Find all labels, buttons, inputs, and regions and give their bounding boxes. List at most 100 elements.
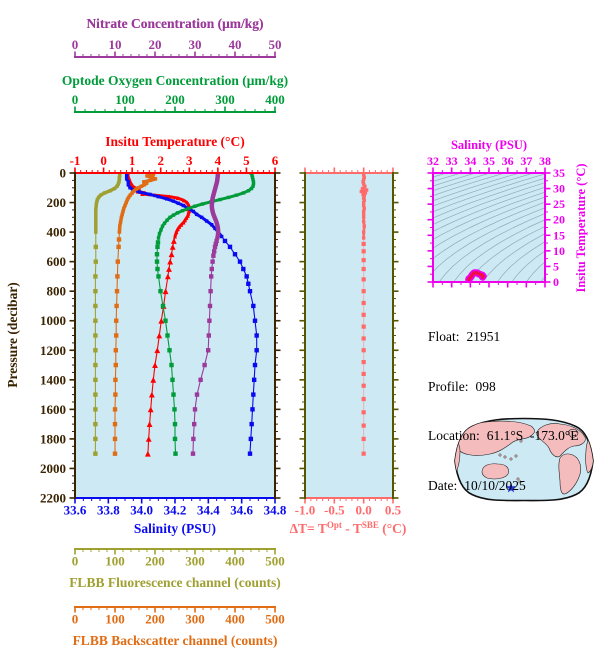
tick-label: 35 — [483, 154, 495, 168]
salinity-marker — [126, 180, 131, 184]
delta-t-marker — [361, 312, 366, 317]
delta-t-marker — [361, 266, 366, 272]
date-label: Date: — [428, 477, 458, 493]
tick-label: 1800 — [40, 431, 66, 446]
backscatter-marker — [153, 177, 158, 181]
tick-label: 15 — [553, 228, 565, 242]
tick-label: 100 — [115, 92, 135, 107]
backscatter-marker — [148, 178, 152, 183]
delta-t-marker — [361, 177, 366, 182]
isopycnal-contour — [496, 241, 545, 282]
ts-layer — [433, 173, 545, 282]
oxygen-axis: 0 100 200 300 400 — [72, 92, 285, 113]
oxygen-marker — [251, 177, 255, 182]
isopycnal-contour — [525, 261, 545, 282]
backscatter-marker — [142, 183, 146, 187]
oxygen-marker — [154, 259, 160, 264]
oxygen-marker — [168, 215, 172, 220]
salinity-marker — [249, 421, 254, 427]
nitrate-marker — [216, 230, 220, 234]
float-info-row: Float: 21951 — [428, 329, 579, 346]
delta-frame-left — [299, 172, 306, 499]
backscatter-marker — [112, 421, 118, 427]
delta-t-marker — [361, 371, 366, 377]
isopycnal-contour — [433, 182, 545, 225]
salinity-marker — [247, 288, 253, 294]
oxygen-marker — [171, 392, 176, 397]
fluorescence-marker — [95, 197, 100, 202]
tick-label: 400 — [225, 612, 245, 627]
delta-t-marker — [361, 182, 366, 186]
nitrate-marker — [216, 233, 220, 237]
temperature-marker — [185, 200, 189, 205]
temperature-marker — [185, 213, 190, 218]
oxygen-marker — [180, 208, 185, 213]
tick-label: 33 — [446, 154, 458, 168]
tick-label: 300 — [185, 554, 205, 569]
temperature-marker — [147, 406, 154, 413]
oxygen-marker — [172, 407, 177, 412]
fluorescence-marker — [93, 244, 98, 250]
nitrate-marker — [209, 266, 214, 272]
temperature-marker — [175, 227, 180, 232]
tick-label: 30 — [553, 182, 565, 196]
backscatter-marker — [112, 436, 118, 442]
nitrate-marker — [213, 186, 218, 190]
tick-label: -1.0 — [295, 503, 316, 518]
oxygen-marker — [251, 180, 256, 184]
oxygen-marker — [154, 252, 160, 257]
nitrate-marker — [210, 197, 215, 202]
profile-label: Profile: — [428, 378, 469, 394]
tick-label: 100 — [105, 554, 125, 569]
oxygen-marker — [165, 333, 170, 338]
salinity-marker — [164, 197, 169, 201]
oxygen-marker — [159, 228, 163, 232]
tick-label: 34.2 — [164, 503, 187, 518]
tick-label: 0 — [72, 612, 79, 627]
map-island — [503, 455, 507, 459]
backscatter-marker — [115, 259, 120, 264]
salinity-marker — [251, 377, 257, 383]
tick-label: 0 — [72, 37, 79, 52]
oxygen-marker — [200, 202, 205, 206]
pressure-axis-right — [274, 172, 281, 499]
tick-label: 25 — [553, 197, 565, 211]
ts-curve — [467, 271, 485, 281]
salinity-marker — [247, 451, 253, 456]
delta-t-marker — [361, 336, 366, 341]
delta-t-marker — [359, 189, 364, 194]
tick-label: 34 — [464, 154, 476, 168]
delta-t-marker — [363, 191, 368, 195]
delta-t-marker — [362, 175, 366, 180]
backscatter-marker — [145, 174, 149, 178]
float-position-star — [505, 482, 517, 493]
tick-label: 10 — [553, 244, 565, 258]
oxygen-marker — [156, 236, 161, 240]
nitrate-marker — [207, 318, 212, 323]
tick-label: 300 — [185, 612, 205, 627]
map-island — [498, 453, 502, 457]
tick-label: 4 — [215, 153, 222, 168]
oxygen-marker — [169, 362, 174, 368]
backscatter-marker — [116, 244, 121, 250]
fluorescence-marker — [93, 318, 98, 323]
tick-label: -1 — [70, 153, 81, 168]
map-landmass — [558, 453, 582, 495]
salinity-marker — [213, 226, 217, 231]
salinity-marker — [227, 244, 233, 250]
nitrate-marker — [206, 348, 211, 353]
delta-t-marker — [361, 196, 366, 200]
temperature-marker — [181, 220, 186, 225]
map-landmass — [481, 463, 509, 480]
delta-t-marker — [362, 206, 366, 211]
nitrate-marker — [216, 174, 220, 178]
temperature-marker — [154, 347, 161, 354]
backscatter-marker — [114, 318, 119, 323]
float-info-row: Profile: 098 — [428, 379, 579, 396]
delta-t-marker — [361, 173, 366, 177]
world-map — [454, 417, 594, 502]
map-island — [509, 457, 513, 461]
tick-label: 300 — [215, 92, 235, 107]
tick-label: 34.8 — [264, 503, 287, 518]
